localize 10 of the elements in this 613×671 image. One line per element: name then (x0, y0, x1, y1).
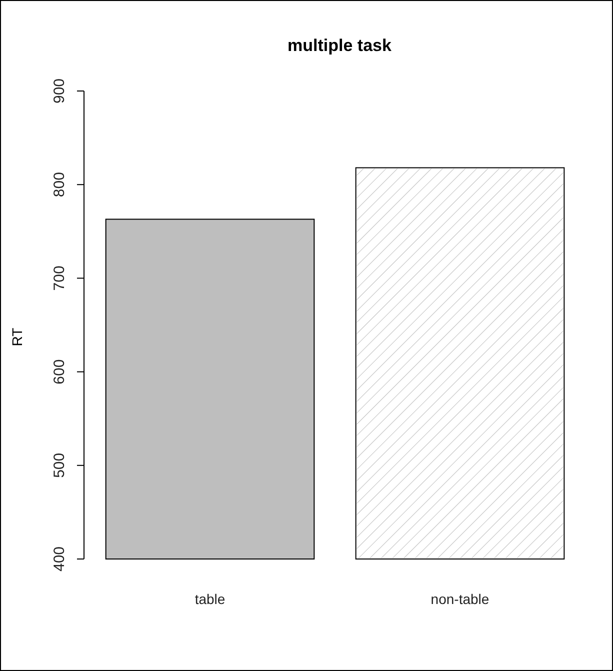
y-tick-label: 500 (51, 452, 68, 478)
y-tick-label: 400 (51, 546, 68, 572)
y-tick-label: 800 (51, 172, 68, 198)
x-tick-label: table (194, 591, 226, 607)
y-tick-label: 600 (51, 359, 68, 384)
x-tick-label: non-table (430, 591, 490, 607)
y-tick-label: 700 (51, 266, 68, 291)
y-tick-label: 900 (51, 78, 68, 104)
chart-title: multiple task (288, 36, 392, 55)
y-axis-title: RT (9, 327, 25, 346)
